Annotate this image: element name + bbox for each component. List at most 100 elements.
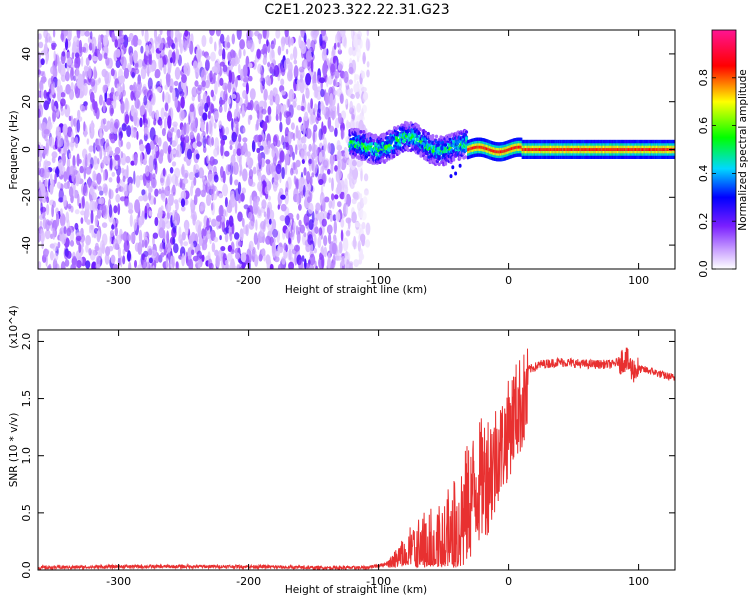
spectrogram-noise-cell bbox=[327, 209, 332, 216]
spectrogram-noise-cell bbox=[209, 36, 213, 45]
spectrogram-noise-cell bbox=[234, 179, 239, 186]
spectrogram-noise-cell bbox=[163, 64, 167, 75]
spectrogram-noise-cell bbox=[205, 55, 211, 61]
spectrogram-noise-cell bbox=[296, 79, 300, 85]
spectrogram-band-cell bbox=[402, 139, 406, 143]
spectrogram-noise-cell bbox=[103, 169, 106, 182]
spectrogram-noise-cell bbox=[271, 49, 275, 59]
spectrogram-noise-cell bbox=[196, 141, 202, 147]
spectrogram-noise-cell bbox=[273, 173, 279, 186]
spectrogram-noise-cell bbox=[90, 78, 96, 87]
spectrogram-noise-cell bbox=[165, 220, 171, 229]
spectrogram-noise-cell bbox=[122, 255, 126, 265]
spectrogram-noise-cell bbox=[329, 213, 334, 222]
spectrogram-noise-cell bbox=[128, 208, 134, 214]
spectrogram-noise-cell bbox=[321, 254, 325, 269]
spectrogram-noise-cell bbox=[255, 219, 258, 231]
spectrogram-noise-cell bbox=[268, 114, 272, 123]
spectrogram-noise-cell bbox=[164, 91, 170, 105]
spectrogram-noise-cell bbox=[77, 73, 84, 88]
spectrogram-band-cell bbox=[434, 134, 439, 139]
spectrogram-noise-cell bbox=[208, 262, 214, 269]
spectrogram-noise-cell bbox=[337, 201, 342, 208]
spectrogram-noise-cell bbox=[233, 161, 239, 175]
spectrogram-noise-cell bbox=[57, 181, 61, 189]
spectrogram-noise-cell bbox=[44, 178, 48, 187]
spectrogram-noise-cell bbox=[218, 193, 224, 199]
spectrogram-noise-cell bbox=[301, 255, 305, 262]
spectrogram-noise-cell bbox=[320, 246, 324, 254]
spectrogram-noise-cell bbox=[181, 126, 185, 138]
spectrogram-noise-cell bbox=[63, 143, 68, 156]
spectrogram-noise-cell bbox=[332, 105, 337, 112]
spectrogram-noise-cell bbox=[245, 82, 249, 95]
spectrogram-noise-cell bbox=[366, 61, 370, 68]
spectrogram-noise-cell bbox=[339, 93, 344, 104]
spectrogram-noise-cell bbox=[239, 228, 244, 242]
spectrogram-noise-cell bbox=[61, 233, 66, 245]
spectrogram-noise-cell bbox=[202, 229, 207, 237]
spectrogram-noise-cell bbox=[259, 145, 264, 151]
spectrogram-noise-cell bbox=[38, 51, 42, 59]
spectrogram-noise-cell bbox=[281, 37, 285, 43]
spectrogram-noise-cell bbox=[139, 117, 143, 128]
spectrogram-noise-cell bbox=[55, 108, 60, 117]
spectrogram-noise-cell bbox=[139, 105, 146, 116]
spectrogram-noise-cell bbox=[200, 69, 207, 83]
spectrogram-noise-cell bbox=[74, 136, 79, 149]
spectrogram-noise-cell bbox=[92, 55, 98, 62]
spectrogram-noise-cell bbox=[98, 94, 103, 106]
spectrogram-noise-cell bbox=[126, 125, 132, 138]
spectrogram-noise-cell bbox=[145, 202, 150, 211]
spectrogram-noise-cell bbox=[283, 242, 287, 251]
spectrogram-noise-cell bbox=[269, 90, 274, 102]
spectrogram-noise-cell bbox=[162, 54, 168, 65]
spectrogram-noise-cell bbox=[322, 62, 328, 77]
spectrogram-noise-cell bbox=[174, 96, 178, 109]
spectrogram-noise-cell bbox=[310, 59, 314, 73]
spectrogram-noise-cell bbox=[79, 30, 86, 37]
spectrogram-noise-cell bbox=[224, 85, 228, 95]
spectrogram-noise-cell bbox=[195, 153, 200, 160]
spectrogram-noise-cell bbox=[336, 150, 342, 163]
spectrogram-noise-cell bbox=[105, 246, 111, 257]
spectrogram-noise-cell bbox=[82, 148, 88, 159]
spectrogram-noise-cell bbox=[133, 153, 138, 166]
spectrogram-noise-cell bbox=[353, 73, 357, 84]
spectrogram-noise-cell bbox=[287, 249, 293, 261]
spectrogram-marks bbox=[38, 30, 675, 269]
spectrogram-noise-cell bbox=[181, 74, 187, 84]
spectrogram-noise-cell bbox=[175, 149, 180, 158]
spectrogram-noise-cell bbox=[77, 109, 81, 119]
spectrogram-noise-cell bbox=[96, 138, 102, 152]
spectrogram-noise-cell bbox=[85, 244, 89, 253]
spectrogram-noise-cell bbox=[231, 131, 237, 143]
spectrogram-noise-cell bbox=[110, 134, 116, 144]
spectrogram-noise-cell bbox=[171, 173, 178, 185]
spectrogram-noise-cell bbox=[184, 221, 189, 236]
spectrogram-noise-cell bbox=[124, 114, 130, 125]
spectrogram-noise-cell bbox=[290, 37, 294, 46]
spectrogram-noise-cell bbox=[287, 130, 292, 145]
spectrogram-noise-cell bbox=[80, 217, 84, 225]
spectrogram-noise-cell bbox=[220, 33, 225, 44]
spectrogram-noise-cell bbox=[103, 52, 108, 60]
spectrogram-noise-cell bbox=[197, 92, 201, 103]
spectrogram-noise-cell bbox=[312, 160, 318, 175]
spectrogram-noise-cell bbox=[187, 247, 193, 261]
spectrogram-noise-cell bbox=[119, 37, 125, 44]
spectrogram-noise-cell bbox=[306, 151, 311, 157]
spectrogram-noise-cell bbox=[159, 78, 163, 87]
spectrogram-noise-cell bbox=[301, 149, 305, 160]
spectrogram-noise-cell bbox=[216, 189, 219, 197]
spectrogram-noise-cell bbox=[284, 191, 289, 205]
spectrogram-noise-cell bbox=[332, 214, 337, 222]
spectrogram-noise-cell bbox=[347, 88, 352, 98]
spectrogram-noise-cell bbox=[137, 39, 142, 46]
spectrogram-noise-cell bbox=[337, 160, 341, 170]
spectrogram-noise-cell bbox=[76, 153, 80, 167]
y-tick-label: 1.0 bbox=[20, 447, 33, 465]
spectrogram-noise-cell bbox=[175, 212, 180, 226]
spectrogram-noise-cell bbox=[207, 110, 211, 120]
spectrogram-noise-cell bbox=[271, 242, 276, 254]
